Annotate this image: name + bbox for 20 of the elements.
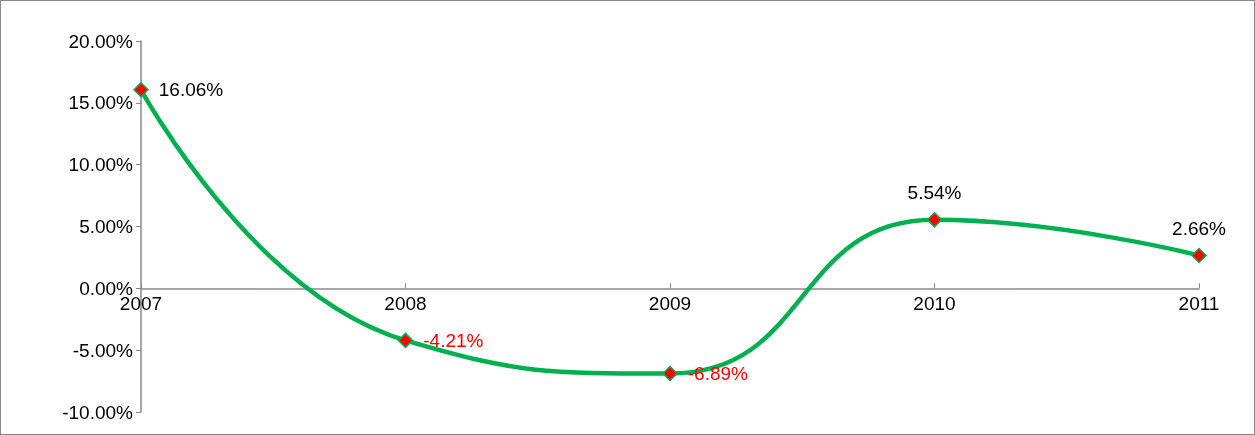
- point: [133, 81, 149, 98]
- y-tick-label: -10.00%: [62, 401, 134, 423]
- point: [1191, 247, 1207, 264]
- x-tick-label: 2010: [913, 293, 956, 315]
- data-label: -4.21%: [423, 329, 484, 351]
- y-tick-label: 15.00%: [68, 92, 134, 114]
- x-tick-label: 2009: [648, 293, 692, 315]
- y-tick-label: 10.00%: [68, 154, 134, 176]
- point: [662, 365, 678, 382]
- y-tick-label: 20.00%: [68, 30, 134, 52]
- data-label: 16.06%: [158, 79, 224, 101]
- point: [926, 212, 943, 228]
- x-tick-label: 2008: [384, 293, 427, 315]
- data-label: -6.89%: [687, 363, 749, 385]
- y-tick-label: -5.00%: [72, 339, 134, 361]
- data-label: 5.54%: [907, 182, 962, 204]
- point: [397, 332, 414, 349]
- y-tick-label: 5.00%: [79, 216, 134, 237]
- data-label: 2.66%: [1172, 217, 1227, 239]
- x-tick-label: 2011: [1178, 293, 1220, 315]
